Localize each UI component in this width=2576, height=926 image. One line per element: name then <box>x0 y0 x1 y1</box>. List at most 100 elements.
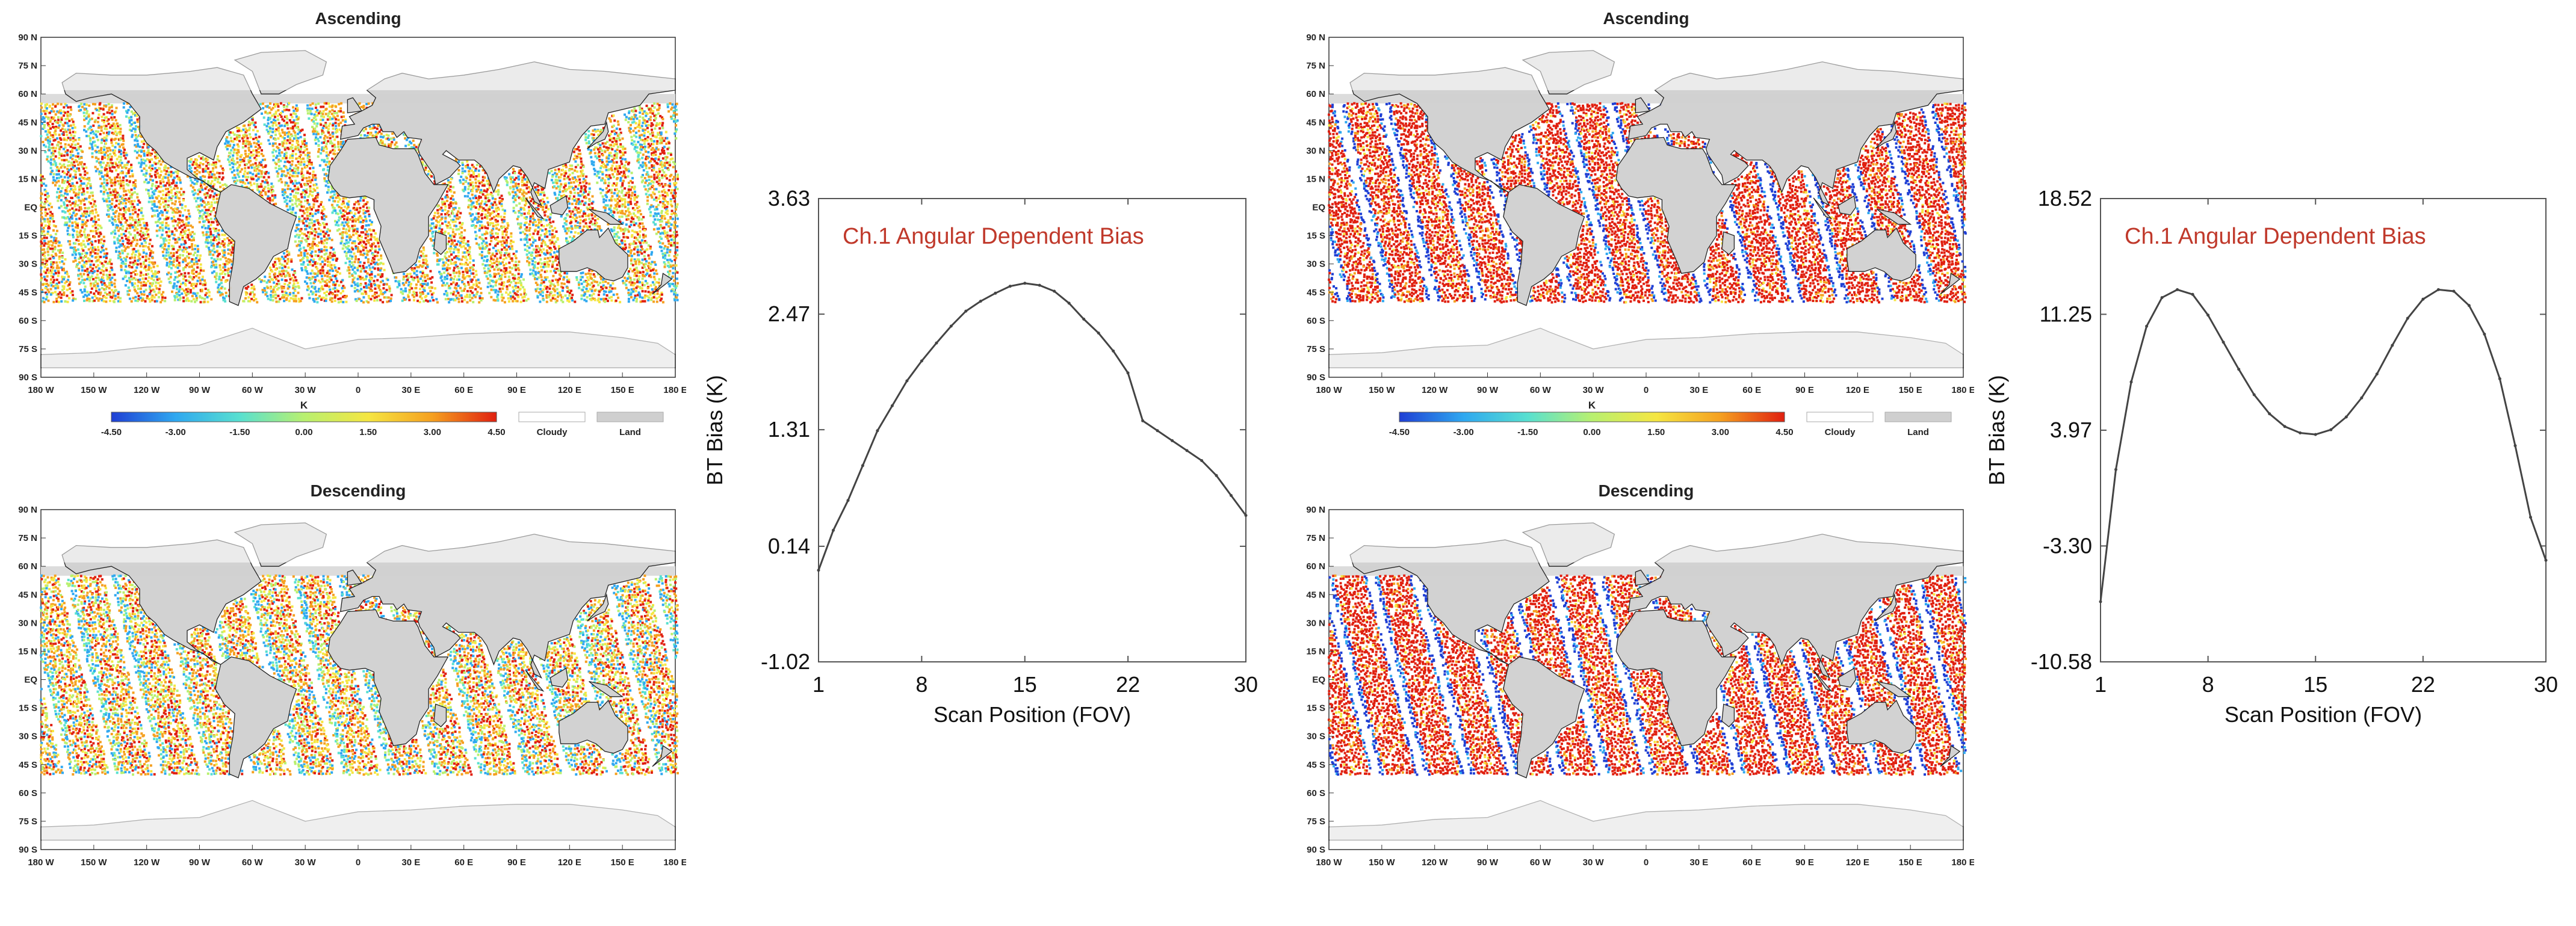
data-point <box>1200 459 1204 462</box>
map-title: Descending <box>1599 481 1694 500</box>
lat-label: EQ <box>1312 203 1325 213</box>
lon-label: 90 W <box>189 385 211 395</box>
data-point <box>1215 474 1218 477</box>
lat-label: 45 N <box>18 117 37 128</box>
lat-label: 90 S <box>1307 845 1325 855</box>
cloudy-label: Cloudy <box>537 427 568 437</box>
data-point <box>1008 285 1012 288</box>
data-point <box>832 528 835 532</box>
lon-label: 60 W <box>1530 857 1552 868</box>
lon-label: 90 E <box>507 857 526 868</box>
data-point <box>876 429 879 433</box>
lat-label: 15 S <box>19 231 37 241</box>
data-point <box>1112 349 1115 353</box>
lat-label: 45 S <box>19 760 37 770</box>
x-axis-label: Scan Position (FOV) <box>2225 702 2422 727</box>
data-point <box>1038 283 1041 287</box>
data-point <box>817 569 820 572</box>
lat-label: 75 S <box>19 344 37 354</box>
lon-label: 90 W <box>1477 385 1499 395</box>
data-point <box>1230 494 1233 497</box>
lon-label: 120 E <box>558 857 581 868</box>
colorbar-tick: 0.00 <box>1583 427 1600 437</box>
lat-label: 45 N <box>1306 590 1325 600</box>
lon-label: 30 W <box>295 385 317 395</box>
lon-label: 30 W <box>295 857 317 868</box>
land-swatch <box>596 412 664 422</box>
lon-label: 60 W <box>242 857 264 868</box>
observation-swaths <box>40 102 679 304</box>
x-tick-label: 22 <box>2411 672 2435 697</box>
lat-label: 45 S <box>1307 760 1325 770</box>
colorbar-tick: 1.50 <box>1647 427 1665 437</box>
lat-label: 60 N <box>1306 89 1325 99</box>
data-point <box>1244 514 1248 517</box>
lon-label: 0 <box>1644 857 1649 868</box>
data-point <box>2160 296 2164 300</box>
lat-label: EQ <box>24 675 37 685</box>
data-point <box>2344 415 2348 419</box>
lon-label: 120 W <box>1422 857 1448 868</box>
lon-label: 60 W <box>1530 385 1552 395</box>
data-point <box>2237 368 2241 371</box>
lon-label: 180 E <box>1951 385 1974 395</box>
lat-label: 15 S <box>19 703 37 714</box>
colorbar-tick: -3.00 <box>166 427 186 437</box>
chart-title: Ch.1 Angular Dependent Bias <box>2125 224 2426 249</box>
lat-label: 30 S <box>1307 732 1325 742</box>
x-tick-label: 30 <box>2534 672 2558 697</box>
plot-area <box>2100 198 2547 662</box>
data-point <box>2268 412 2271 416</box>
y-axis-label: BT Bias (K) <box>702 375 727 485</box>
colorbar-unit: K <box>300 400 308 411</box>
lat-label: 75 N <box>1306 533 1325 543</box>
data-point <box>935 341 938 345</box>
lon-label: 150 E <box>611 385 634 395</box>
lon-label: 180 E <box>663 385 686 395</box>
y-tick-label: 11.25 <box>2040 301 2092 326</box>
lon-label: 60 E <box>1742 385 1761 395</box>
colorbar <box>111 412 497 422</box>
data-point <box>1053 289 1056 293</box>
data-point <box>2360 396 2364 400</box>
y-tick-label: -3.30 <box>2043 533 2092 558</box>
lon-label: 60 E <box>1742 857 1761 868</box>
lat-label: 90 S <box>1307 372 1325 383</box>
colorbar-tick: -1.50 <box>1517 427 1538 437</box>
lat-label: 30 N <box>1306 146 1325 156</box>
land-label: Land <box>619 427 641 437</box>
map-left-ascending: Ascending 90 N 75 N 60 N 45 N 30 N 15 N EQ 15 S 3… <box>18 9 686 437</box>
data-point <box>2114 468 2117 471</box>
bias-chart-right: -10.58 -3.30 3.97 11.25 18.52 1 8 15 22 30 Scan Po… <box>1984 186 2558 727</box>
bias-chart-left: -1.02 0.14 1.31 2.47 3.63 1 8 15 22 30 Scan Positi… <box>702 186 1258 727</box>
y-tick-label: 0.14 <box>768 534 810 558</box>
data-point <box>2529 516 2532 519</box>
lon-label: 150 W <box>81 857 107 868</box>
map-left-descending: Descending 90 N 75 N 60 N 45 N 30 N 15 N EQ 15 S… <box>18 481 686 868</box>
data-point <box>964 309 968 313</box>
data-point <box>2176 288 2179 291</box>
lat-label: 45 N <box>1306 117 1325 128</box>
data-point <box>2452 289 2456 293</box>
data-point <box>1141 419 1145 422</box>
data-point <box>1126 371 1130 375</box>
data-point <box>1185 449 1189 452</box>
colorbar-tick: 1.50 <box>359 427 377 437</box>
data-point <box>861 464 864 468</box>
map-right-ascending: Ascending 90 N 75 N 60 N 45 N 30 N 15 N EQ 15 S 3… <box>1306 9 1974 437</box>
x-tick-label: 8 <box>2202 672 2214 697</box>
lat-label: 30 N <box>18 618 37 628</box>
lat-label: 15 N <box>1306 646 1325 656</box>
data-point <box>1171 439 1174 442</box>
map-title: Ascending <box>315 9 401 28</box>
lat-label: 90 N <box>18 505 37 515</box>
data-point <box>2314 433 2317 436</box>
colorbar-unit: K <box>1588 400 1596 411</box>
bias-line <box>2099 288 2547 602</box>
lon-label: 180 W <box>1316 857 1342 868</box>
lat-label: 75 S <box>19 816 37 827</box>
lon-label: 0 <box>356 857 361 868</box>
x-tick-label: 30 <box>1234 672 1258 697</box>
y-tick-label: 2.47 <box>768 301 810 326</box>
data-point <box>2191 292 2194 296</box>
